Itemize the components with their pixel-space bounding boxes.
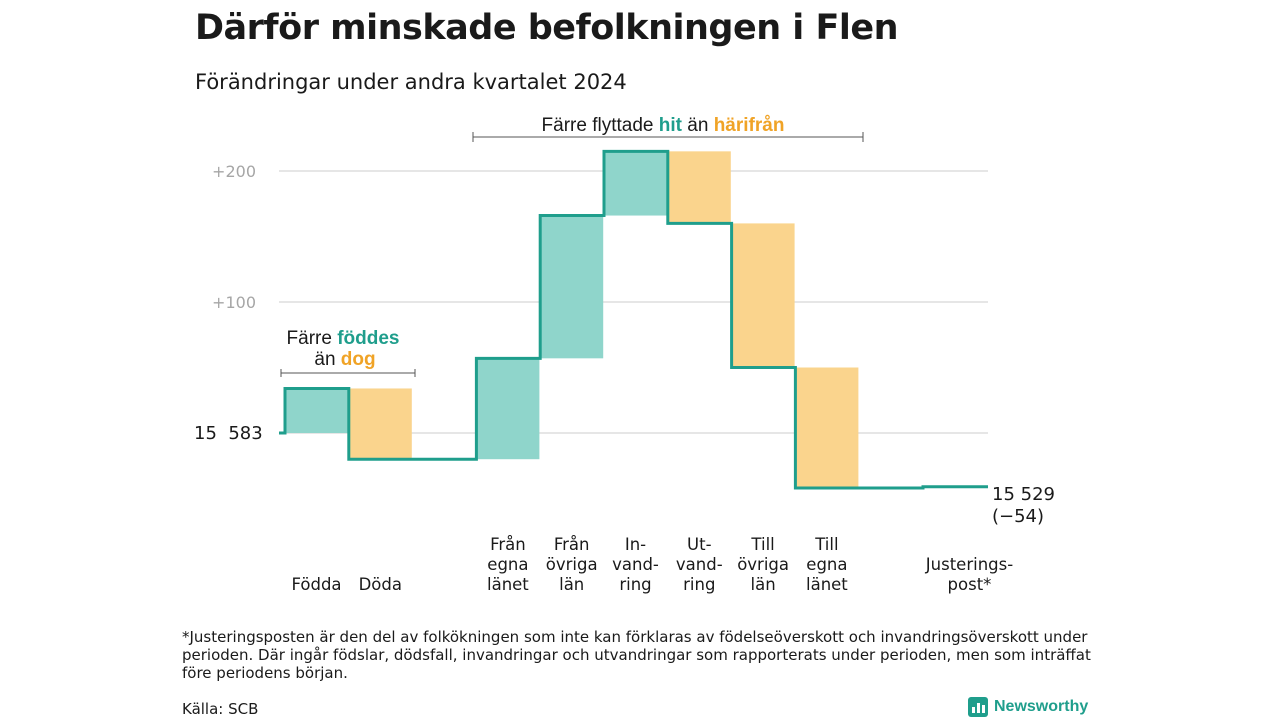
cumulative-step-line [279,149,988,490]
bar-increase [604,151,667,216]
category-label: Ut- [687,535,712,554]
category-label: egna [806,555,847,574]
category-label: länet [487,575,529,594]
bars [285,151,859,489]
category-label: övriga [737,555,789,574]
waterfall-chart: +200+100 Födda DödaFrånegnalänetFrånövrig… [194,115,1055,594]
bar-decrease [348,388,412,460]
category-labels: Födda DödaFrånegnalänetFrånövrigalänIn-va… [291,535,1013,594]
category-label: Från [490,535,526,554]
y-tick-label: +200 [212,162,256,181]
natural-annotation-line1: Färre föddes [287,328,400,349]
category-label: vand- [676,555,723,574]
natural-annotation-line2: än dog [314,349,375,370]
footnote: *Justeringsposten är den del av folkökni… [182,628,1091,682]
start-value-label: 15 583 [194,423,263,444]
bar-decrease [731,223,795,368]
chart-subtitle: Förändringar under andra kvartalet 2024 [195,70,627,94]
category-label: Födda [291,575,341,594]
newsworthy-logo-icon [968,697,988,717]
category-label: ring [619,575,651,594]
bar-decrease [667,151,731,224]
bar-increase [540,215,604,359]
category-label: övriga [546,555,598,574]
category-label: vand- [612,555,659,574]
chart-title: Därför minskade befolkningen i Flen [195,8,899,48]
y-axis-ticks: +200 +100 [212,162,256,312]
bar-decrease [795,367,859,489]
category-label: Döda [359,575,402,594]
category-label: län [559,575,584,594]
category-label: Justerings- [925,555,1013,574]
category-label: Från [554,535,590,554]
category-label: post* [948,575,992,594]
category-label: ring [683,575,715,594]
source: Källa: SCB [182,700,259,718]
category-label: In- [625,535,646,554]
newsworthy-logo-text: Newsworthy [994,698,1089,715]
bar-increase [285,388,348,433]
bar-increase [476,358,540,460]
category-label: län [751,575,776,594]
migration-annotation: Färre flyttade hit än härifrån [542,115,785,136]
end-value-label: 15 529 [992,484,1055,505]
y-tick-label: +100 [212,293,256,312]
category-label: Till [750,535,774,554]
category-label: egna [487,555,528,574]
end-change-label: (−54) [992,506,1044,527]
category-label: länet [806,575,848,594]
category-label: Till [814,535,838,554]
newsworthy-logo: Newsworthy [968,697,1088,717]
